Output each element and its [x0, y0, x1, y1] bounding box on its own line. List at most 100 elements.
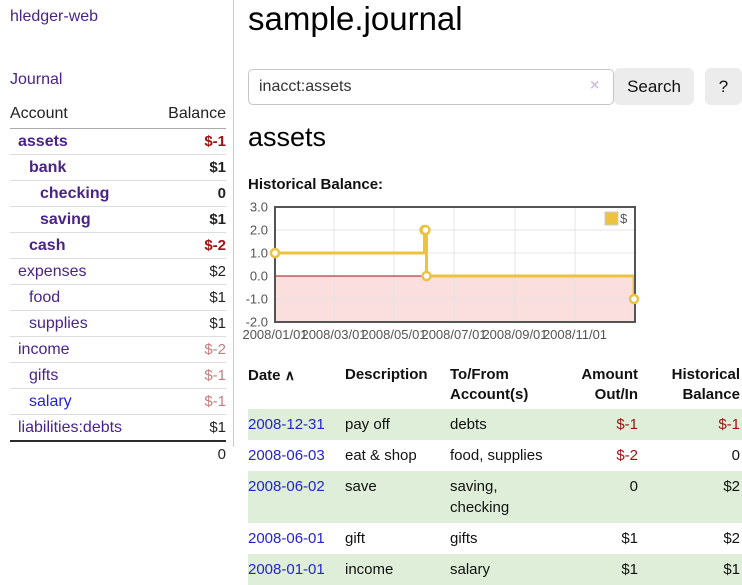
transaction-balance: 0 [731, 447, 740, 464]
account-link-supplies[interactable]: supplies [29, 315, 88, 332]
date-header-label: Date [248, 367, 281, 384]
svg-text:2008/01/01: 2008/01/01 [242, 327, 307, 342]
clear-search-icon[interactable]: × [590, 77, 600, 94]
search-input[interactable] [248, 69, 614, 105]
description-column-header: Description [345, 366, 428, 383]
account-row: food $1 [10, 284, 226, 311]
account-balance: $1 [152, 310, 226, 337]
account-column-header: Account [10, 103, 153, 129]
amount-header-line1: Amount [581, 366, 638, 383]
svg-text:0.0: 0.0 [250, 269, 268, 284]
account-balance: $1 [152, 414, 226, 442]
help-button[interactable]: ? [705, 68, 742, 105]
register-header-row: Date ∧ Description To/From Account(s) Am… [248, 363, 742, 409]
account-row: checking 0 [10, 180, 226, 207]
account-row: salary $-1 [10, 388, 226, 415]
transaction-description: pay off [345, 409, 450, 440]
account-balance: $2 [152, 258, 226, 285]
account-row: saving $1 [10, 206, 226, 233]
balance-column-header: Historical Balance [640, 363, 742, 409]
account-balance: $1 [152, 154, 226, 181]
account-link-income[interactable]: income [18, 341, 70, 358]
transaction-accounts: food, supplies [450, 447, 543, 464]
amount-column-header: Amount Out/In [580, 363, 640, 409]
accounts-total-row: 0 [10, 440, 226, 467]
svg-text:2008/07/01: 2008/07/01 [421, 327, 486, 342]
transaction-accounts: salary [450, 554, 580, 585]
app-brand-link[interactable]: hledger-web [10, 8, 99, 25]
account-link-gifts[interactable]: gifts [29, 367, 59, 384]
transaction-balance: $2 [640, 471, 742, 523]
svg-text:2008/03/01: 2008/03/01 [301, 327, 366, 342]
account-row: gifts $-1 [10, 362, 226, 389]
account-heading: assets [248, 122, 327, 152]
transaction-amount: 0 [580, 471, 640, 523]
sort-ascending-icon: ∧ [284, 367, 295, 383]
register-row: 2008-06-03 eat & shop food, supplies $-2… [248, 440, 742, 471]
svg-text:2.0: 2.0 [250, 223, 268, 238]
page-title: sample.journal [248, 0, 463, 37]
transaction-balance: $1 [640, 554, 742, 585]
transaction-amount: $1 [621, 530, 638, 547]
transaction-accounts: saving, checking [450, 471, 580, 523]
account-link-liabilities-debts[interactable]: liabilities:debts [18, 419, 123, 436]
account-row: income $-2 [10, 336, 226, 363]
account-row: supplies $1 [10, 310, 226, 337]
svg-text:2008/11/01: 2008/11/01 [543, 327, 607, 342]
account-link-expenses[interactable]: expenses [18, 263, 87, 280]
svg-text:2008/05/01: 2008/05/01 [361, 327, 426, 342]
account-link-cash[interactable]: cash [29, 237, 66, 254]
sidebar: hledger-web Journal Account Balance asse… [0, 0, 234, 467]
transaction-date-link[interactable]: 2008-12-31 [248, 416, 325, 433]
account-link-checking[interactable]: checking [40, 185, 110, 202]
account-balance: $-1 [152, 388, 226, 415]
transaction-balance: $2 [723, 530, 740, 547]
balance-header-line2: Balance [682, 386, 740, 403]
transaction-amount: $-2 [616, 447, 638, 464]
transaction-description: save [345, 471, 450, 523]
tofrom-column-header: To/From Account(s) [450, 363, 580, 409]
main-content: sample.journal × Search ? assets Histori… [242, 0, 742, 585]
transaction-date-link[interactable]: 2008-06-02 [248, 478, 325, 495]
account-row: assets $-1 [10, 128, 226, 155]
tofrom-header-line2: Account(s) [450, 386, 529, 403]
account-row: liabilities:debts $1 [10, 414, 226, 442]
account-row: bank $1 [10, 154, 226, 181]
account-balance: $-1 [152, 362, 226, 389]
svg-text:-2.0: -2.0 [246, 315, 268, 330]
amount-header-line2: Out/In [594, 386, 638, 403]
transaction-description: eat & shop [345, 447, 417, 464]
register-row: 2008-06-01 gift gifts $1 $2 [248, 523, 742, 554]
account-link-saving[interactable]: saving [40, 211, 91, 228]
balance-column-header: Balance [152, 103, 226, 129]
sidebar-item-journal[interactable]: Journal [10, 71, 63, 88]
transaction-date-link[interactable]: 2008-01-01 [248, 561, 325, 578]
accounts-balance-table: Account Balance assets $-1 bank $1 check… [10, 103, 226, 467]
account-link-assets[interactable]: assets [18, 133, 68, 150]
accounts-table-header: Account Balance [10, 103, 226, 129]
transaction-description: gift [345, 530, 366, 547]
account-row: expenses $2 [10, 258, 226, 285]
search-form: × Search ? [248, 68, 742, 105]
balance-header-line1: Historical [671, 366, 740, 383]
account-link-food[interactable]: food [29, 289, 61, 306]
account-balance: $1 [152, 284, 226, 311]
account-balance: 0 [152, 180, 226, 207]
transaction-accounts: gifts [450, 530, 478, 547]
register-row: 2008-01-01 income salary $1 $1 [248, 554, 742, 585]
search-button[interactable]: Search [614, 68, 694, 105]
account-balance: $-2 [152, 336, 226, 363]
register-table: Date ∧ Description To/From Account(s) Am… [248, 363, 742, 585]
account-link-salary[interactable]: salary [29, 393, 72, 410]
svg-text:$: $ [620, 211, 628, 226]
transaction-date-link[interactable]: 2008-06-01 [248, 530, 325, 547]
transaction-accounts: debts [450, 409, 580, 440]
account-balance: $-1 [152, 128, 226, 155]
accounts-total-value: 0 [152, 440, 226, 467]
account-link-bank[interactable]: bank [29, 159, 67, 176]
historical-balance-chart: 3.0 2.0 1.0 0.0 -1.0 -2.0 2008/01/01 2008/03/01… [242, 200, 742, 346]
svg-text:1.0: 1.0 [250, 246, 268, 261]
account-row: cash $-2 [10, 232, 226, 259]
transaction-date-link[interactable]: 2008-06-03 [248, 447, 325, 464]
date-column-header[interactable]: Date ∧ [248, 363, 345, 409]
